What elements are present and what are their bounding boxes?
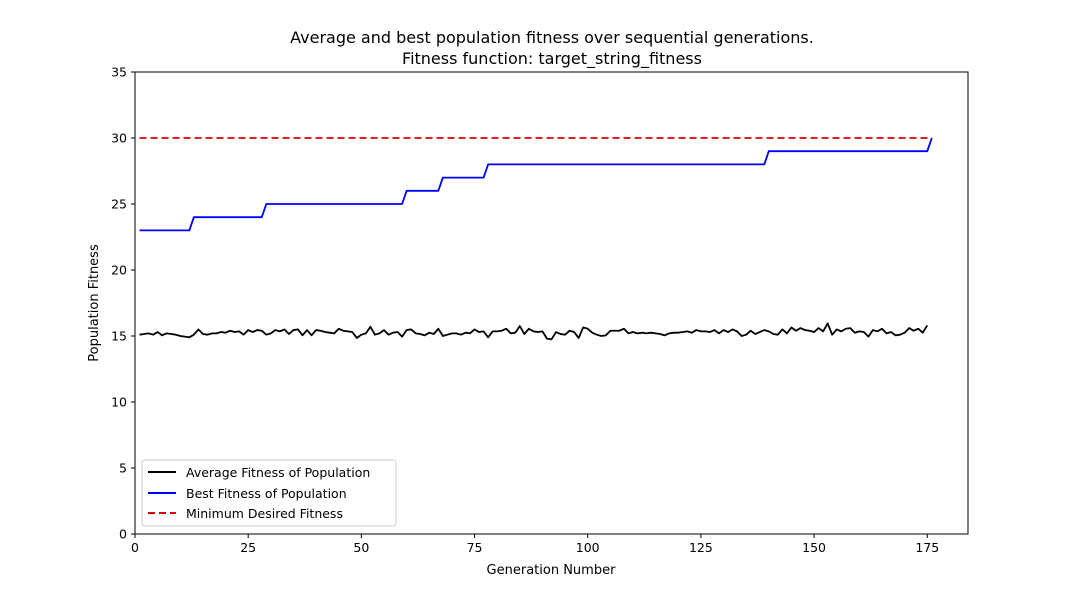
x-tick-label: 175 [915, 540, 939, 555]
legend-label-minimum: Minimum Desired Fitness [186, 506, 343, 521]
y-tick-label: 10 [111, 395, 127, 410]
y-tick-label: 25 [111, 197, 127, 212]
x-tick-label: 50 [353, 540, 369, 555]
series-layer [139, 137, 933, 341]
chart-subtitle: Fitness function: target_string_fitness [402, 49, 702, 69]
x-tick-label: 25 [240, 540, 256, 555]
y-tick-label: 5 [119, 461, 127, 476]
y-axis-label: Population Fitness [87, 244, 102, 362]
y-tick-label: 35 [111, 65, 127, 80]
best-fitness-line [139, 137, 933, 232]
x-axis-label: Generation Number [487, 563, 617, 578]
legend-box [141, 459, 397, 527]
x-tick-label: 75 [467, 540, 483, 555]
y-tick-label: 30 [111, 131, 127, 146]
legend: Average Fitness of Population Best Fitne… [141, 459, 397, 527]
y-tick-label: 0 [119, 527, 127, 542]
x-tick-label: 150 [802, 540, 826, 555]
x-tick-label: 100 [576, 540, 600, 555]
legend-label-best: Best Fitness of Population [186, 486, 347, 501]
y-tick-label: 20 [111, 263, 127, 278]
plot-area: 0 25 50 75 100 125 150 175 0 5 10 15 20 25 30 35 [111, 65, 969, 555]
y-axis-ticks: 0 5 10 15 20 25 30 35 [111, 65, 135, 542]
chart-title: Average and best population fitness over… [290, 28, 814, 47]
legend-label-average: Average Fitness of Population [186, 465, 370, 480]
x-tick-label: 0 [131, 540, 139, 555]
x-axis-ticks: 0 25 50 75 100 125 150 175 [131, 534, 939, 555]
y-tick-label: 15 [111, 329, 127, 344]
x-tick-label: 125 [689, 540, 713, 555]
axes-frame [134, 71, 969, 535]
average-fitness-line [139, 322, 929, 341]
